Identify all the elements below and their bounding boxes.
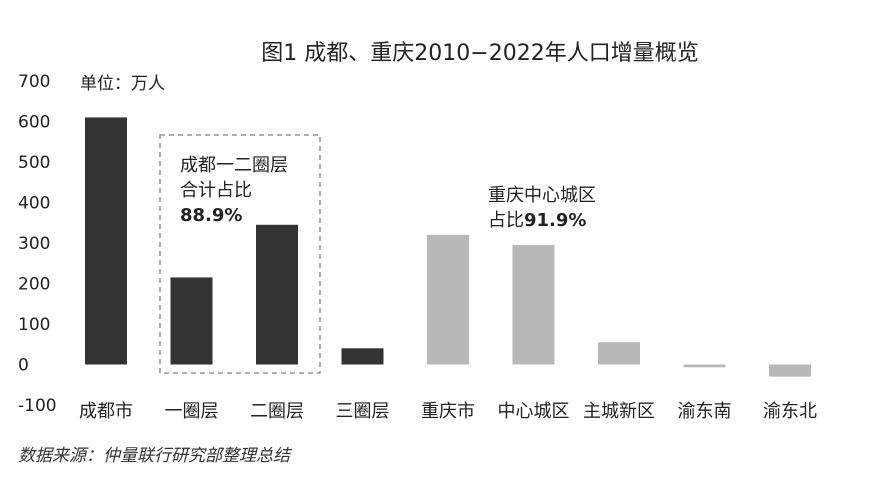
annotation-chongqing-value: 91.9% [524,210,586,231]
bars [85,117,811,377]
bar-3 [256,224,298,365]
chengdu-rings-highlight-box [159,134,321,374]
y-tick-label: 100 [18,315,50,335]
y-tick-label: 300 [18,234,50,254]
x-axis-labels: 成都市 一圈层 二圈层 三圈层 重庆市 中心城区 主城新区 渝东南 渝东北 [79,401,817,422]
annotation-chongqing-prefix: 占比 [488,210,524,231]
annotation-chongqing: 重庆中心城区 占比91.9% [488,185,596,231]
y-tick-label: 700 [18,72,50,92]
y-tick-label: 400 [18,194,50,214]
bar-8 [683,364,726,368]
chart-title: 图1 成都、重庆2010−2022年人口增量概览 [261,41,698,66]
bar-1 [85,117,127,365]
x-tick-label: 主城新区 [583,401,655,422]
annotation-chengdu-line2: 合计占比 [180,180,252,201]
bar-9 [769,364,811,377]
x-tick-label: 二圈层 [250,401,304,422]
bar-5 [427,234,469,365]
x-tick-label: 渝东北 [763,401,817,422]
x-tick-label: 中心城区 [498,401,570,422]
y-tick-label: 0 [18,356,29,376]
x-tick-label: 渝东南 [678,401,732,422]
bar-4 [341,348,384,365]
y-tick-label: 500 [18,153,50,173]
annotation-chongqing-line2: 占比91.9% [488,210,586,231]
annotation-chengdu: 成都一二圈层 合计占比 88.9% [180,155,288,226]
x-tick-label: 一圈层 [165,401,219,422]
bar-6 [512,245,555,365]
annotation-chengdu-line1: 成都一二圈层 [180,155,288,176]
x-tick-label: 重庆市 [421,401,475,422]
annotation-chongqing-line1: 重庆中心城区 [488,185,596,206]
x-tick-label: 三圈层 [336,401,390,422]
y-tick-label: -100 [18,396,57,416]
unit-label: 单位：万人 [80,74,165,94]
bar-2 [170,277,213,365]
x-tick-label: 成都市 [79,401,133,422]
annotation-chengdu-value: 88.9% [180,205,242,226]
data-source-note: 数据来源：仲量联行研究部整理总结 [18,446,290,466]
y-tick-label: 200 [18,275,50,295]
bar-7 [598,342,640,365]
y-tick-label: 600 [18,113,50,133]
y-axis-ticks: 700 600 500 400 300 200 100 0 -100 [18,72,57,416]
